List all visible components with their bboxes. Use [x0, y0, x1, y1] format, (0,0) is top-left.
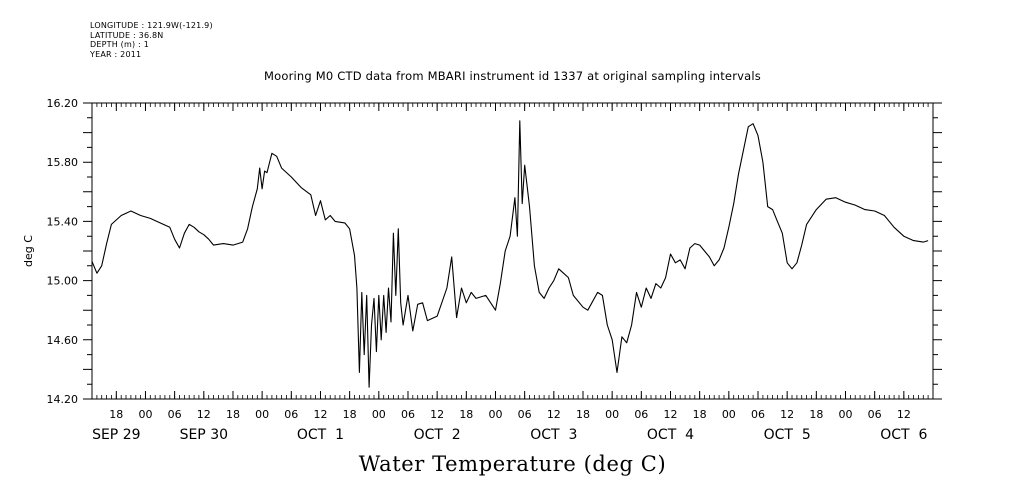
y-ticks: [83, 102, 942, 400]
x-hour-label: 12: [430, 408, 444, 421]
x-day-label: OCT 6: [880, 427, 927, 443]
x-hour-label: 18: [459, 408, 473, 421]
y-tick-label: 14.20: [47, 393, 79, 406]
x-hour-label: 18: [809, 408, 823, 421]
x-day-label: OCT 1: [297, 427, 344, 443]
temperature-series-line: [91, 120, 929, 388]
x-hour-label: 18: [343, 408, 357, 421]
y-tick-label: 15.00: [47, 275, 79, 288]
year-label: YEAR : 2011: [90, 49, 142, 59]
x-hour-label: 00: [605, 408, 619, 421]
x-hour-label: 06: [634, 408, 648, 421]
x-day-label: SEP 29: [92, 427, 140, 443]
x-hour-label: 18: [226, 408, 240, 421]
x-hour-label: 06: [284, 408, 298, 421]
x-hour-label: 00: [138, 408, 152, 421]
x-hour-label: 00: [372, 408, 386, 421]
x-hour-label: 00: [722, 408, 736, 421]
x-day-label: OCT 4: [647, 427, 694, 443]
x-hour-label: 12: [197, 408, 211, 421]
x-day-label: OCT 3: [530, 427, 577, 443]
x-day-label: OCT 5: [764, 427, 811, 443]
y-tick-label: 14.60: [47, 334, 79, 347]
chart-title: Mooring M0 CTD data from MBARI instrumen…: [264, 69, 761, 83]
x-hour-label: 12: [547, 408, 561, 421]
x-minor-ticks: [91, 103, 934, 399]
x-hour-label: 06: [168, 408, 182, 421]
latitude-label: LATITUDE : 36.8N: [90, 30, 164, 40]
x-day-label: SEP 30: [180, 427, 228, 443]
x-hour-label: 00: [838, 408, 852, 421]
y-axis-label: deg C: [22, 235, 35, 267]
x-day-label: OCT 2: [414, 427, 461, 443]
x-hour-label: 12: [780, 408, 794, 421]
x-hour-label: 18: [576, 408, 590, 421]
x-hour-label: 06: [751, 408, 765, 421]
metadata-block: LONGITUDE : 121.9W(-121.9) LATITUDE : 36…: [90, 21, 213, 59]
x-hour-label: 18: [693, 408, 707, 421]
x-hour-label: 18: [109, 408, 123, 421]
y-tick-label: 16.20: [47, 97, 79, 110]
x-hour-label: 00: [255, 408, 269, 421]
x-hour-label: 06: [868, 408, 882, 421]
depth-label: DEPTH (m) : 1: [90, 40, 149, 49]
x-hour-label: 12: [897, 408, 911, 421]
x-hour-label: 06: [518, 408, 532, 421]
y-tick-label: 15.80: [47, 156, 79, 169]
x-hour-label: 00: [488, 408, 502, 421]
x-axis-title: Water Temperature (deg C): [358, 452, 667, 476]
x-hour-label: 12: [663, 408, 677, 421]
x-hour-label: 06: [401, 408, 415, 421]
x-hour-label: 12: [313, 408, 327, 421]
y-tick-label: 15.40: [47, 215, 79, 228]
longitude-label: LONGITUDE : 121.9W(-121.9): [90, 21, 213, 30]
plot-frame: [91, 102, 934, 400]
